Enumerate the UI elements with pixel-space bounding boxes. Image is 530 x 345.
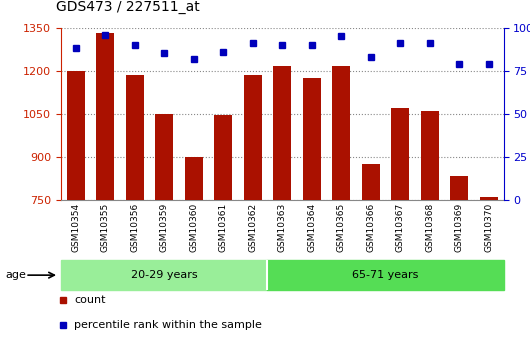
Bar (450, 176, 468, 345)
Text: percentile rank within the sample: percentile rank within the sample (74, 320, 262, 330)
Text: GSM10369: GSM10369 (455, 203, 464, 253)
Text: 20-29 years: 20-29 years (131, 270, 198, 280)
Text: GSM10355: GSM10355 (101, 203, 110, 253)
Text: GSM10354: GSM10354 (71, 203, 80, 252)
Bar (96, 33, 114, 345)
Bar (273, 66, 291, 345)
Bar (244, 75, 262, 345)
Text: GDS473 / 227511_at: GDS473 / 227511_at (56, 0, 199, 14)
Text: GSM10361: GSM10361 (219, 203, 228, 253)
Text: GSM10365: GSM10365 (337, 203, 346, 253)
Bar (61, 260, 268, 290)
Bar (303, 78, 321, 345)
Bar (391, 108, 409, 345)
Text: GSM10370: GSM10370 (484, 203, 493, 253)
Text: GSM10368: GSM10368 (425, 203, 434, 253)
Bar (126, 75, 144, 345)
Bar (421, 111, 439, 345)
Bar (480, 197, 498, 345)
Text: count: count (74, 295, 105, 305)
Bar (332, 66, 350, 345)
Bar (362, 164, 379, 345)
Text: 65-71 years: 65-71 years (352, 270, 419, 280)
Text: GSM10359: GSM10359 (160, 203, 169, 253)
Text: GSM10367: GSM10367 (396, 203, 405, 253)
Text: GSM10360: GSM10360 (189, 203, 198, 253)
Text: GSM10366: GSM10366 (366, 203, 375, 253)
Bar (268, 260, 503, 290)
Bar (67, 71, 85, 345)
Bar (185, 157, 202, 345)
Text: GSM10362: GSM10362 (248, 203, 257, 252)
Bar (155, 115, 173, 345)
Text: age: age (5, 270, 26, 280)
Text: GSM10364: GSM10364 (307, 203, 316, 252)
Text: GSM10363: GSM10363 (278, 203, 287, 253)
Bar (214, 115, 232, 345)
Text: GSM10356: GSM10356 (130, 203, 139, 253)
